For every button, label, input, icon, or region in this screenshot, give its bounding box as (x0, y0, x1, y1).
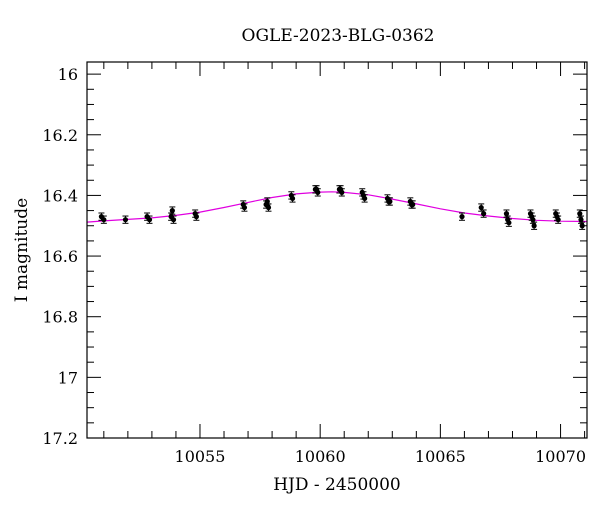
point-marker (122, 217, 129, 223)
point-marker (101, 217, 107, 223)
point-marker (530, 217, 536, 223)
data-points (98, 185, 586, 230)
data-point (579, 221, 586, 230)
model-curve (86, 191, 588, 223)
point-marker (146, 217, 153, 223)
model-line (86, 191, 588, 223)
point-marker (459, 214, 465, 220)
chart-title: OGLE-2023-BLG-0362 (242, 26, 435, 46)
x-tick-label: 10070 (535, 447, 586, 466)
point-marker (264, 198, 270, 205)
data-point (170, 215, 177, 224)
point-marker (362, 195, 368, 202)
data-point (480, 209, 487, 218)
point-marker (170, 217, 177, 223)
point-marker (578, 217, 584, 223)
data-point (169, 206, 176, 215)
point-marker (315, 189, 321, 195)
point-marker (481, 211, 487, 217)
y-tick-label: 16.6 (42, 247, 78, 266)
point-marker (193, 214, 199, 220)
data-point (555, 215, 562, 224)
y-axis-label: I magnitude (12, 198, 32, 302)
point-marker (478, 204, 484, 211)
data-point (503, 209, 510, 218)
data-point (122, 215, 129, 224)
data-point (531, 221, 538, 230)
point-marker (387, 198, 393, 205)
data-point (529, 215, 536, 224)
point-marker (339, 189, 345, 195)
point-marker (289, 195, 296, 202)
y-tick-label: 17.2 (42, 429, 78, 448)
x-tick-label: 10055 (175, 447, 226, 466)
point-marker (410, 201, 416, 208)
point-marker (169, 207, 175, 214)
data-point (338, 188, 345, 197)
point-marker (531, 223, 537, 229)
point-marker (577, 211, 583, 217)
data-point (146, 215, 153, 224)
data-point (386, 197, 393, 206)
axis-ticks: 10055 10060 10065 10070 16 16.2 16.4 16.6 16.8 17… (42, 62, 587, 466)
data-point (505, 218, 512, 227)
data-point (100, 215, 107, 224)
data-point (409, 200, 416, 209)
data-point (459, 212, 465, 221)
data-point (361, 194, 368, 203)
data-point (289, 194, 296, 203)
y-tick-label: 16.8 (42, 308, 78, 327)
point-marker (241, 204, 248, 211)
point-marker (579, 223, 585, 229)
x-tick-label: 10060 (295, 447, 346, 466)
x-tick-label: 10065 (415, 447, 466, 466)
point-marker (506, 220, 512, 226)
y-tick-label: 17 (58, 368, 78, 387)
data-point (241, 203, 248, 212)
y-tick-label: 16.2 (42, 126, 78, 145)
data-point (193, 212, 200, 221)
point-marker (503, 211, 510, 217)
y-tick-label: 16.4 (42, 186, 78, 205)
point-marker (555, 217, 561, 223)
y-tick-label: 16 (58, 65, 78, 84)
plot-frame (86, 61, 588, 439)
data-point (265, 203, 272, 212)
x-axis-label: HJD - 2450000 (273, 475, 401, 495)
data-point (314, 188, 321, 197)
point-marker (265, 204, 272, 211)
